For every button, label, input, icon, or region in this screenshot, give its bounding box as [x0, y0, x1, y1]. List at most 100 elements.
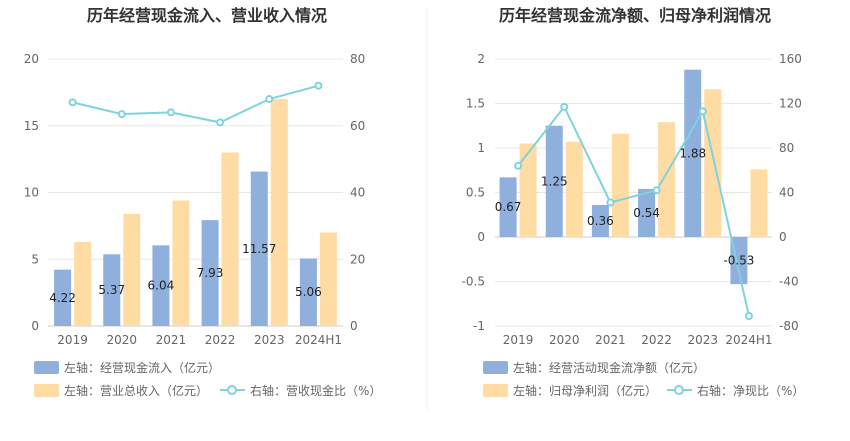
line-path — [72, 84, 319, 124]
bar-secondary — [319, 232, 337, 326]
left-axis-tick-label: 20 — [24, 52, 39, 66]
bar-primary — [591, 204, 609, 237]
x-axis-tick-label: 2023 — [687, 333, 718, 347]
legend-swatch-marker — [227, 385, 237, 395]
grid-and-axes: 0 5 10 15 20 0 20 40 60 80 2019 2020 2021 2022 2023 202… — [24, 52, 366, 347]
bar-data-label: 6.04 — [148, 279, 175, 293]
legend: 左轴：经营活动现金流净额（亿元） 左轴：归母净利润（亿元） 右轴：净现比（%） — [483, 360, 804, 398]
right-axis-tick-label: 80 — [350, 52, 365, 66]
right-axis-tick-label: 160 — [779, 52, 802, 66]
right-axis-tick-label: 80 — [779, 141, 794, 155]
bar-secondary — [221, 152, 239, 326]
left-axis-tick-label: 1 — [477, 141, 485, 155]
bar-primary — [638, 188, 656, 237]
bar-primary — [103, 254, 121, 326]
bar-data-label: 4.22 — [49, 291, 76, 305]
line-point — [744, 311, 753, 320]
bar-secondary — [172, 200, 190, 326]
x-axis-tick-label: 2021 — [595, 333, 626, 347]
line-point — [698, 107, 707, 116]
left-axis-tick-label: 5 — [31, 252, 39, 266]
x-axis-tick-label: 2019 — [57, 333, 88, 347]
chart-title: 历年经营现金流净额、归母净利润情况 — [499, 6, 771, 25]
left-axis-tick-label: 1.5 — [466, 97, 485, 111]
right-axis-tick-label: -40 — [779, 275, 799, 289]
bar-data-label: 1.25 — [541, 174, 568, 188]
right-axis-tick-label: -80 — [779, 319, 799, 333]
bar-secondary — [658, 122, 676, 237]
line-series-net-cash-ratio — [514, 102, 753, 320]
left-axis-tick-label: 0 — [31, 319, 39, 333]
x-axis-tick-label: 2024H1 — [725, 333, 772, 347]
bar-primary — [684, 69, 702, 238]
left-axis-tick-label: 0 — [477, 230, 485, 244]
line-point — [314, 81, 323, 90]
bar-data-label: 0.36 — [587, 214, 614, 228]
legend-item-net-cash-ratio[interactable]: 右轴：净现比（%） — [667, 383, 804, 398]
bar-secondary — [123, 213, 141, 326]
right-axis-tick-label: 40 — [779, 186, 794, 200]
left-axis-tick-label: 2 — [477, 52, 485, 66]
left-axis-tick-label: 15 — [24, 119, 39, 133]
bar-secondary — [565, 141, 583, 237]
bar-primary — [250, 171, 268, 326]
data-labels: 4.22 5.37 6.04 7.93 11.57 5.06 — [49, 242, 322, 305]
x-axis-tick-label: 2019 — [503, 333, 534, 347]
x-axis-tick-label: 2024H1 — [295, 333, 342, 347]
bar-series-net-profit — [519, 89, 768, 237]
bar-series-revenue — [74, 99, 337, 326]
bar-data-label: 11.57 — [242, 242, 276, 256]
legend-item-revenue-cash-ratio[interactable]: 右轴：营收现金比（%） — [220, 383, 381, 398]
line-point — [68, 98, 77, 107]
bar-secondary — [611, 133, 629, 237]
right-axis-tick-label: 60 — [350, 119, 365, 133]
bar-data-label: 5.06 — [295, 285, 322, 299]
line-point — [606, 198, 615, 207]
legend-item-net-profit[interactable]: 左轴：归母净利润（亿元） — [483, 383, 657, 398]
bar-secondary — [704, 89, 722, 237]
bar-primary — [201, 220, 219, 326]
line-point — [652, 186, 661, 195]
chart-panel-cash-inflow-revenue: 历年经营现金流入、营业收入情况 0 5 10 15 20 0 20 40 60 80 2019 202… — [24, 6, 382, 398]
legend-swatch-marker — [674, 385, 684, 395]
line-series-revenue-cash-ratio — [68, 81, 323, 127]
line-point — [265, 95, 274, 104]
bar-primary — [299, 258, 317, 326]
x-axis-tick-label: 2020 — [106, 333, 137, 347]
line-point — [166, 108, 175, 117]
bar-secondary — [750, 169, 768, 237]
legend-label: 右轴：营收现金比（%） — [250, 383, 381, 398]
bar-primary — [54, 269, 72, 326]
legend-label: 左轴：营业总收入（亿元） — [64, 383, 208, 398]
bar-primary — [152, 245, 170, 326]
right-axis-tick-label: 0 — [350, 319, 358, 333]
right-axis-tick-label: 40 — [350, 186, 365, 200]
left-axis-tick-label: 0.5 — [466, 186, 485, 200]
right-axis-tick-label: 20 — [350, 252, 365, 266]
bar-data-label: -0.53 — [723, 254, 754, 268]
legend-swatch — [34, 384, 59, 397]
x-axis-tick-label: 2021 — [156, 333, 187, 347]
bar-secondary — [270, 99, 288, 326]
left-axis-tick-label: 10 — [24, 186, 39, 200]
chart-title: 历年经营现金流入、营业收入情况 — [87, 6, 327, 25]
bar-data-label: 5.37 — [98, 283, 125, 297]
bar-data-label: 0.54 — [633, 206, 660, 220]
bar-data-label: 0.67 — [495, 200, 522, 214]
grid-and-axes: -1 -0.5 0 0.5 1 1.5 2 -80 -40 0 40 80 120 160 2019 2020… — [462, 52, 802, 347]
legend: 左轴：经营现金流入（亿元） 左轴：营业总收入（亿元） 右轴：营收现金比（%） — [34, 360, 381, 398]
bar-data-label: 7.93 — [197, 266, 224, 280]
right-axis-tick-label: 120 — [779, 97, 802, 111]
line-point — [560, 102, 569, 111]
line-point — [216, 118, 225, 127]
legend-swatch — [483, 384, 508, 397]
left-axis-tick-label: -0.5 — [462, 275, 485, 289]
legend-item-net-operating-cash[interactable]: 左轴：经营活动现金流净额（亿元） — [483, 360, 705, 375]
x-axis-tick-label: 2022 — [205, 333, 236, 347]
legend-item-cash-inflow[interactable]: 左轴：经营现金流入（亿元） — [34, 360, 220, 375]
legend-label: 右轴：净现比（%） — [697, 383, 804, 398]
left-axis-tick-label: -1 — [473, 319, 485, 333]
bar-secondary — [519, 143, 537, 237]
legend-item-revenue[interactable]: 左轴：营业总收入（亿元） — [34, 383, 208, 398]
right-axis-tick-label: 0 — [779, 230, 787, 244]
